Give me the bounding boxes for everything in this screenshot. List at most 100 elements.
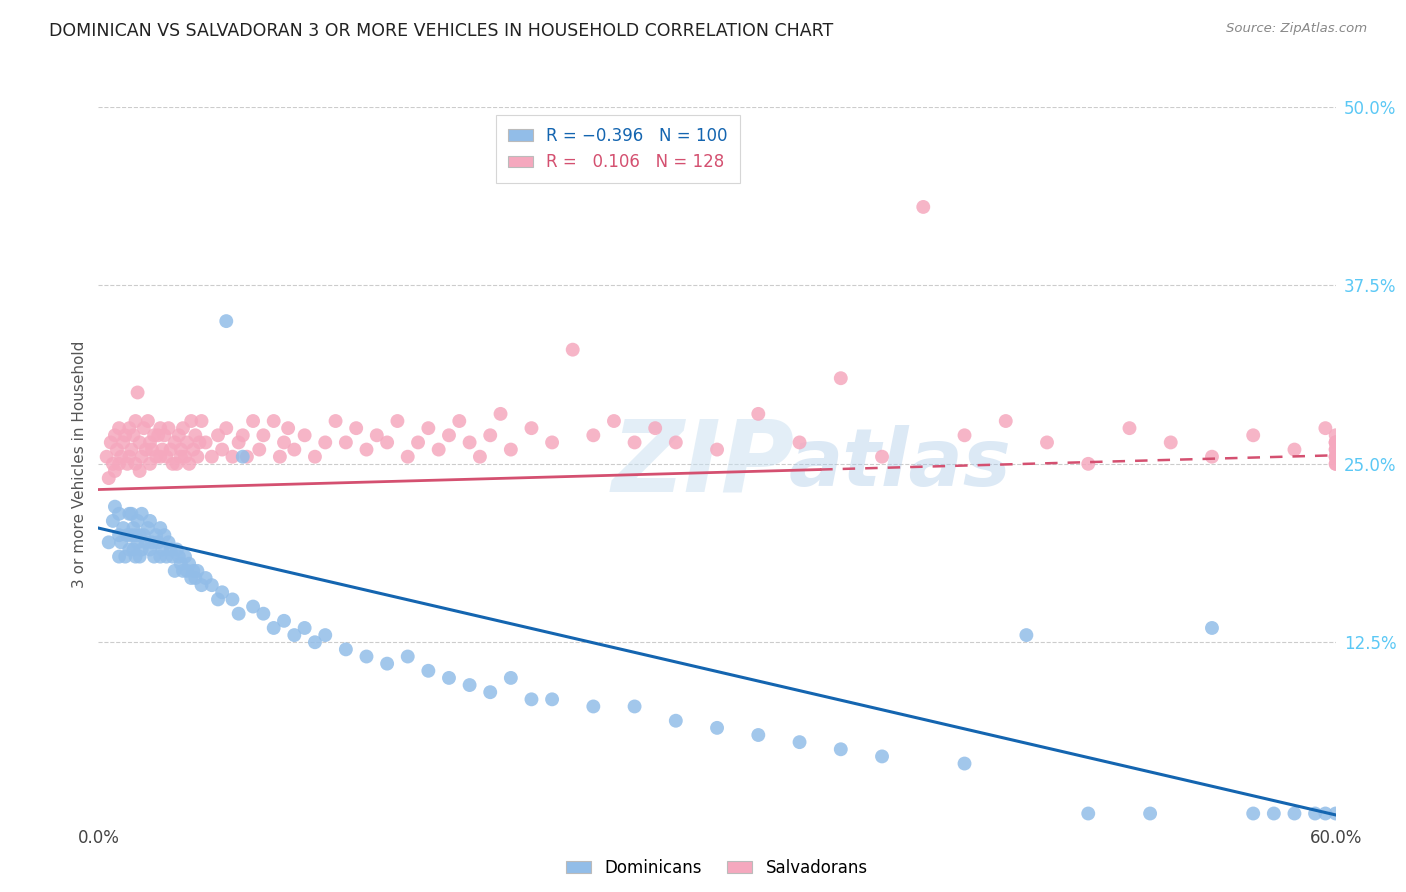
Point	[396, 450, 419, 464]
Point	[665, 435, 688, 450]
Point	[263, 621, 285, 635]
Point	[499, 671, 522, 685]
Point	[184, 571, 207, 585]
Point	[375, 435, 398, 450]
Point	[427, 442, 450, 457]
Point	[112, 521, 135, 535]
Point	[1160, 435, 1182, 450]
Point	[479, 428, 502, 442]
Y-axis label: 3 or more Vehicles in Household: 3 or more Vehicles in Household	[72, 340, 87, 588]
Point	[1201, 621, 1223, 635]
Point	[128, 464, 150, 478]
Point	[747, 407, 769, 421]
Point	[108, 549, 131, 564]
Point	[194, 571, 217, 585]
Point	[1324, 450, 1347, 464]
Point	[994, 414, 1017, 428]
Legend: Dominicans, Salvadorans: Dominicans, Salvadorans	[560, 853, 875, 884]
Point	[789, 735, 811, 749]
Point	[1315, 421, 1337, 435]
Point	[145, 450, 167, 464]
Point	[166, 542, 188, 557]
Point	[1324, 457, 1347, 471]
Point	[114, 428, 136, 442]
Point	[1324, 450, 1347, 464]
Point	[127, 535, 149, 549]
Point	[870, 450, 893, 464]
Point	[1139, 806, 1161, 821]
Point	[104, 428, 127, 442]
Point	[143, 549, 166, 564]
Point	[344, 421, 367, 435]
Point	[117, 528, 139, 542]
Point	[437, 671, 460, 685]
Point	[1241, 806, 1264, 821]
Point	[112, 435, 135, 450]
Point	[201, 450, 224, 464]
Point	[120, 528, 142, 542]
Point	[314, 435, 336, 450]
Point	[101, 514, 124, 528]
Point	[145, 528, 167, 542]
Point	[953, 756, 976, 771]
Point	[118, 450, 141, 464]
Point	[108, 507, 131, 521]
Point	[1303, 806, 1326, 821]
Point	[148, 428, 170, 442]
Point	[1315, 806, 1337, 821]
Point	[153, 428, 176, 442]
Point	[665, 714, 688, 728]
Point	[1324, 435, 1347, 450]
Point	[232, 450, 254, 464]
Point	[582, 699, 605, 714]
Point	[101, 457, 124, 471]
Point	[706, 721, 728, 735]
Point	[139, 514, 162, 528]
Point	[163, 435, 186, 450]
Point	[325, 414, 347, 428]
Point	[489, 407, 512, 421]
Point	[1284, 442, 1306, 457]
Point	[283, 442, 305, 457]
Point	[375, 657, 398, 671]
Point	[582, 428, 605, 442]
Point	[108, 528, 131, 542]
Point	[1118, 421, 1140, 435]
Point	[304, 635, 326, 649]
Point	[1284, 806, 1306, 821]
Point	[252, 428, 274, 442]
Point	[520, 692, 543, 706]
Point	[830, 742, 852, 756]
Point	[120, 507, 142, 521]
Point	[157, 535, 180, 549]
Point	[1324, 450, 1347, 464]
Point	[97, 535, 120, 549]
Point	[242, 414, 264, 428]
Point	[221, 450, 243, 464]
Point	[294, 428, 316, 442]
Point	[150, 542, 173, 557]
Point	[139, 457, 162, 471]
Point	[190, 578, 212, 592]
Point	[110, 450, 132, 464]
Point	[122, 542, 145, 557]
Point	[479, 685, 502, 699]
Point	[172, 421, 194, 435]
Point	[458, 678, 481, 692]
Point	[211, 442, 233, 457]
Point	[122, 521, 145, 535]
Point	[603, 414, 626, 428]
Point	[706, 442, 728, 457]
Point	[181, 442, 204, 457]
Point	[335, 642, 357, 657]
Point	[148, 535, 170, 549]
Point	[179, 457, 201, 471]
Point	[1036, 435, 1059, 450]
Point	[201, 578, 224, 592]
Point	[387, 414, 409, 428]
Point	[105, 442, 128, 457]
Point	[520, 421, 543, 435]
Point	[1324, 457, 1347, 471]
Point	[277, 421, 299, 435]
Point	[437, 428, 460, 442]
